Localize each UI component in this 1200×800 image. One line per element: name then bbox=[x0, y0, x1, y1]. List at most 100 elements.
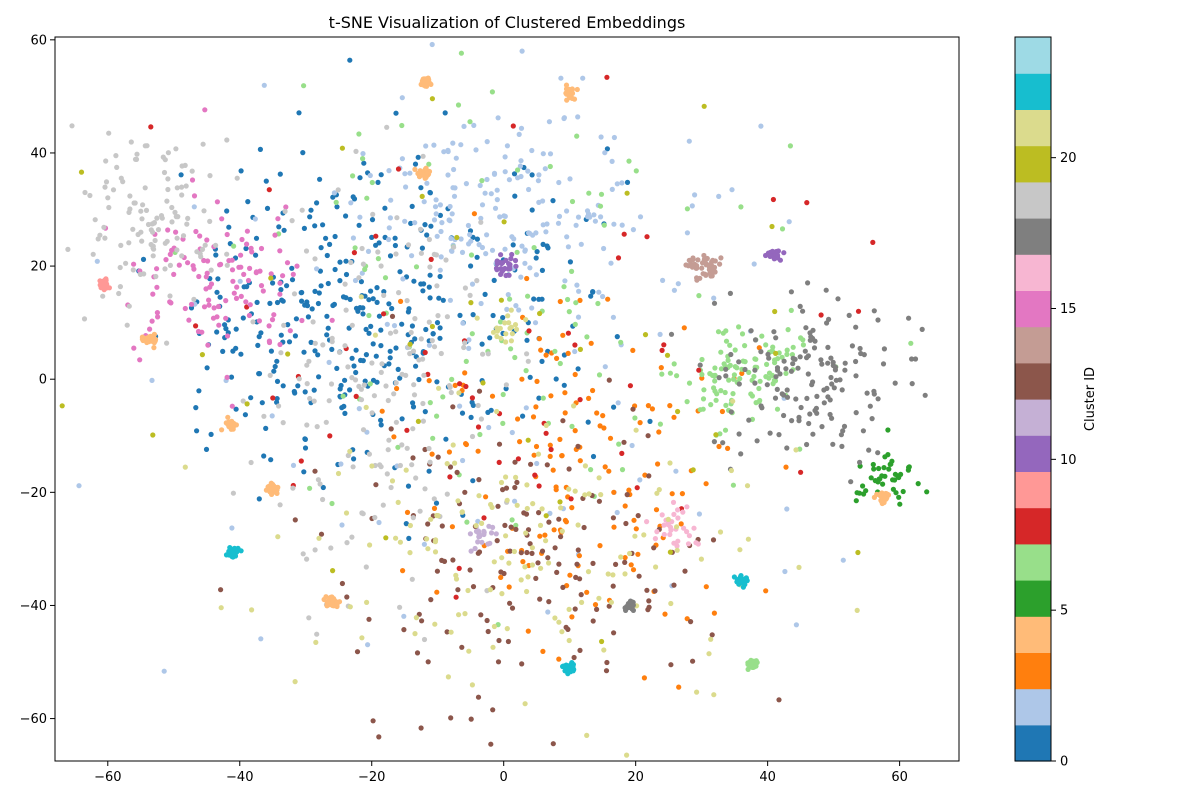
scatter-point bbox=[804, 200, 810, 206]
scatter-point bbox=[393, 345, 399, 351]
scatter-point bbox=[418, 725, 424, 731]
scatter-point bbox=[632, 415, 638, 421]
scatter-point bbox=[431, 344, 438, 350]
scatter-point bbox=[407, 550, 413, 556]
scatter-point bbox=[614, 334, 620, 340]
scatter-point bbox=[174, 235, 180, 241]
scatter-point bbox=[333, 199, 339, 205]
scatter-point bbox=[611, 630, 617, 636]
x-tick-label: 20 bbox=[627, 770, 644, 785]
scatter-point bbox=[479, 202, 486, 208]
scatter-point bbox=[337, 278, 343, 284]
scatter-point bbox=[765, 351, 771, 357]
scatter-point bbox=[139, 216, 145, 222]
scatter-point bbox=[374, 299, 380, 305]
scatter-point bbox=[512, 354, 518, 361]
blob-point bbox=[560, 663, 566, 669]
scatter-point bbox=[494, 187, 500, 193]
blob-point bbox=[742, 581, 748, 588]
scatter-point bbox=[759, 405, 765, 411]
scatter-point bbox=[573, 574, 579, 581]
scatter-point bbox=[504, 306, 510, 312]
scatter-point bbox=[357, 175, 363, 181]
scatter-point bbox=[340, 294, 347, 300]
scatter-point bbox=[511, 171, 518, 177]
scatter-point bbox=[186, 317, 192, 323]
scatter-point bbox=[200, 141, 206, 147]
scatter-point bbox=[512, 459, 518, 465]
scatter-point bbox=[306, 615, 312, 621]
scatter-point bbox=[600, 413, 606, 419]
scatter-point bbox=[722, 389, 728, 396]
scatter-point bbox=[486, 523, 492, 529]
scatter-point bbox=[385, 397, 391, 404]
scatter-point bbox=[316, 290, 322, 296]
scatter-point bbox=[635, 513, 641, 519]
scatter-point bbox=[409, 203, 415, 209]
scatter-point bbox=[469, 682, 475, 688]
scatter-point bbox=[343, 510, 350, 516]
scatter-point bbox=[455, 498, 461, 504]
scatter-point bbox=[737, 376, 743, 382]
scatter-point bbox=[624, 190, 630, 196]
scatter-point bbox=[784, 445, 790, 451]
scatter-point bbox=[533, 255, 539, 261]
scatter-point bbox=[478, 300, 484, 307]
scatter-point bbox=[123, 260, 129, 266]
blob-point bbox=[227, 545, 233, 551]
scatter-point bbox=[369, 217, 376, 223]
scatter-point bbox=[645, 433, 651, 439]
scatter-point bbox=[479, 178, 485, 184]
scatter-point bbox=[881, 465, 887, 471]
scatter-point bbox=[453, 576, 460, 582]
scatter-point bbox=[819, 424, 825, 430]
scatter-point bbox=[731, 376, 737, 382]
scatter-point bbox=[598, 492, 604, 498]
scatter-point bbox=[388, 484, 394, 491]
scatter-point bbox=[550, 741, 556, 747]
scatter-point bbox=[867, 403, 873, 409]
scatter-point bbox=[395, 444, 401, 450]
scatter-point bbox=[342, 343, 348, 349]
scatter-point bbox=[217, 262, 223, 268]
scatter-point bbox=[427, 400, 433, 406]
scatter-point bbox=[418, 250, 424, 256]
scatter-point bbox=[457, 403, 463, 409]
scatter-point bbox=[513, 526, 519, 533]
scatter-point bbox=[350, 235, 356, 241]
scatter-point bbox=[409, 323, 415, 329]
scatter-point bbox=[642, 332, 649, 338]
scatter-point bbox=[293, 316, 299, 322]
scatter-point bbox=[332, 233, 338, 240]
scatter-point bbox=[423, 326, 429, 333]
scatter-point bbox=[479, 539, 485, 545]
scatter-point bbox=[283, 204, 289, 210]
scatter-point bbox=[448, 629, 454, 635]
scatter-point bbox=[524, 588, 530, 595]
scatter-point bbox=[127, 206, 133, 212]
scatter-point bbox=[670, 499, 677, 505]
scatter-point bbox=[421, 541, 427, 547]
scatter-point bbox=[466, 241, 472, 247]
scatter-point bbox=[518, 125, 525, 131]
colorbar-tick-label: 15 bbox=[1060, 302, 1077, 317]
scatter-point bbox=[207, 173, 213, 179]
scatter-point bbox=[459, 644, 465, 650]
scatter-point bbox=[444, 491, 450, 497]
scatter-point bbox=[676, 684, 682, 690]
scatter-point bbox=[320, 496, 326, 503]
scatter-point bbox=[745, 536, 752, 542]
scatter-point bbox=[426, 284, 432, 290]
scatter-point bbox=[545, 609, 551, 615]
scatter-point bbox=[508, 256, 514, 262]
scatter-point bbox=[582, 463, 589, 469]
blob-point bbox=[630, 603, 636, 609]
scatter-point bbox=[317, 268, 323, 274]
scatter-point bbox=[606, 603, 612, 609]
scatter-point bbox=[773, 350, 779, 356]
scatter-point bbox=[448, 389, 454, 396]
scatter-point bbox=[149, 318, 155, 324]
scatter-point bbox=[467, 292, 473, 298]
scatter-point bbox=[340, 393, 346, 399]
